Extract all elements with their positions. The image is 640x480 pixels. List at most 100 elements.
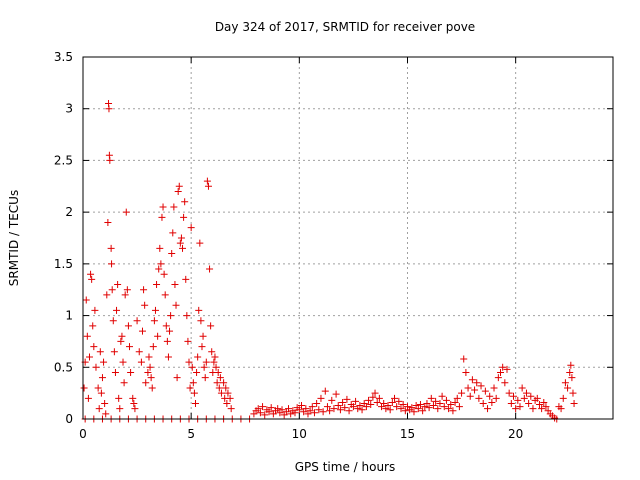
data-point xyxy=(174,187,182,195)
data-point xyxy=(384,402,392,410)
data-point xyxy=(97,389,105,397)
data-point xyxy=(499,363,507,371)
data-point xyxy=(362,403,370,411)
data-point xyxy=(187,224,195,232)
data-point xyxy=(148,384,156,392)
data-point xyxy=(222,384,230,392)
data-point xyxy=(144,368,152,376)
data-point xyxy=(189,379,197,387)
data-point xyxy=(516,403,524,411)
plot-frame xyxy=(82,56,614,420)
data-point xyxy=(88,275,96,283)
data-point xyxy=(414,405,422,413)
data-point xyxy=(149,343,157,351)
data-point xyxy=(163,337,171,345)
data-point xyxy=(173,374,181,382)
data-point xyxy=(455,403,463,411)
data-point xyxy=(427,394,435,402)
data-point xyxy=(529,405,537,413)
data-point xyxy=(215,384,223,392)
data-point xyxy=(358,406,366,414)
data-point xyxy=(336,406,344,414)
data-point xyxy=(162,322,170,330)
data-point xyxy=(80,384,88,392)
data-point xyxy=(116,405,124,413)
data-point xyxy=(135,348,143,356)
data-point xyxy=(126,343,134,351)
data-point xyxy=(334,402,342,410)
data-point xyxy=(447,401,455,409)
data-point xyxy=(191,399,199,407)
data-point xyxy=(179,244,187,252)
y-tick-label: 1.5 xyxy=(54,257,73,271)
data-point xyxy=(308,403,316,411)
data-point xyxy=(522,389,530,397)
data-point xyxy=(494,374,502,382)
data-point xyxy=(85,353,93,361)
data-point xyxy=(185,358,193,366)
data-point xyxy=(486,392,494,400)
data-point xyxy=(397,405,405,413)
data-point xyxy=(120,379,128,387)
data-point xyxy=(184,337,192,345)
data-point xyxy=(212,363,220,371)
data-point xyxy=(106,156,114,164)
data-point xyxy=(146,363,154,371)
data-point xyxy=(90,343,98,351)
data-point xyxy=(198,343,206,351)
data-point xyxy=(194,353,202,361)
data-point xyxy=(490,384,498,392)
data-point xyxy=(332,390,340,398)
data-point xyxy=(423,399,431,407)
data-point xyxy=(468,376,476,384)
y-tick-label: 0.5 xyxy=(54,360,73,374)
data-point xyxy=(170,203,178,211)
data-point xyxy=(369,393,377,401)
data-point xyxy=(569,389,577,397)
data-point xyxy=(168,250,176,258)
x-tick-label: 15 xyxy=(400,427,415,441)
data-point xyxy=(84,394,92,402)
data-point xyxy=(473,379,481,387)
data-point xyxy=(408,404,416,412)
grid xyxy=(83,57,613,419)
data-point xyxy=(216,374,224,382)
data-point xyxy=(190,389,198,397)
data-point xyxy=(328,396,336,404)
y-tick-label: 0 xyxy=(65,412,73,426)
data-point xyxy=(98,374,106,382)
data-point xyxy=(458,389,466,397)
data-point xyxy=(501,379,509,387)
data-point xyxy=(104,218,112,226)
data-point xyxy=(195,306,203,314)
data-point xyxy=(96,348,104,356)
data-point xyxy=(186,384,194,392)
data-point xyxy=(484,405,492,413)
data-point xyxy=(564,384,572,392)
data-point xyxy=(166,327,174,335)
data-point xyxy=(110,348,118,356)
data-point xyxy=(131,405,139,413)
data-point xyxy=(542,403,550,411)
x-tick-label: 5 xyxy=(187,427,195,441)
data-point xyxy=(434,405,442,413)
data-point xyxy=(540,398,548,406)
data-point xyxy=(142,379,150,387)
data-point xyxy=(429,402,437,410)
data-point xyxy=(137,358,145,366)
data-point xyxy=(183,312,191,320)
data-point xyxy=(156,244,164,252)
chart-title: Day 324 of 2017, SRMTID for receiver pov… xyxy=(215,20,475,34)
axes: 0 5 10 15 20 0 0.5 1 1.5 2 2.5 3 3.5 xyxy=(54,50,613,441)
data-point xyxy=(223,399,231,407)
data-point xyxy=(570,399,578,407)
data-point xyxy=(82,296,90,304)
data-point xyxy=(151,306,159,314)
data-point xyxy=(176,239,184,247)
data-point xyxy=(386,406,394,414)
x-tick-label: 0 xyxy=(79,427,87,441)
data-point xyxy=(471,386,479,394)
data-point xyxy=(497,368,505,376)
data-point xyxy=(138,327,146,335)
